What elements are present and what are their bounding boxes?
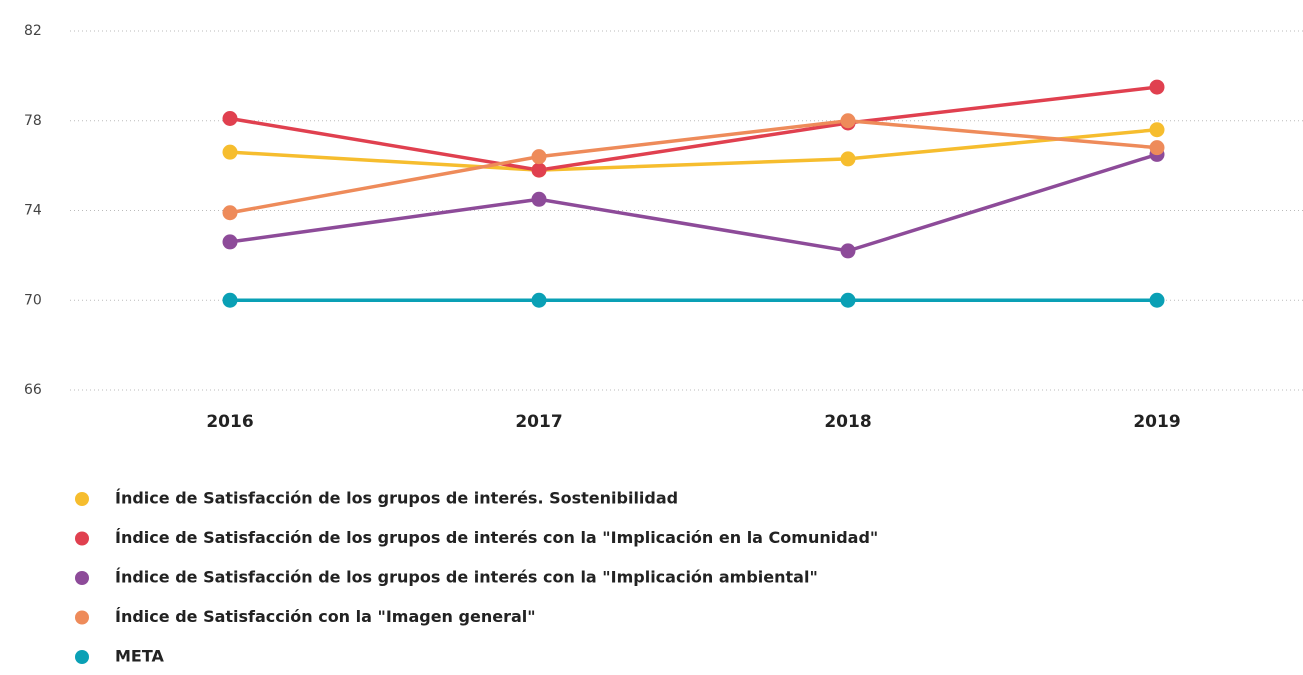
data-point — [222, 205, 238, 221]
series-line — [229, 152, 1158, 253]
series-line — [229, 127, 1158, 172]
data-point — [531, 149, 547, 165]
data-point — [222, 144, 238, 160]
y-tick-label: 74 — [24, 203, 42, 219]
data-point — [1149, 292, 1165, 308]
data-point — [222, 234, 238, 250]
legend-label: META — [115, 647, 165, 666]
y-tick-label: 78 — [24, 113, 42, 129]
y-tick-label: 82 — [24, 23, 42, 39]
data-point — [531, 162, 547, 178]
x-tick-label: 2017 — [515, 412, 562, 432]
legend-marker — [75, 610, 89, 625]
legend-marker — [75, 571, 89, 585]
data-point — [1149, 122, 1165, 138]
data-point — [222, 292, 238, 308]
legend-marker — [75, 492, 89, 506]
x-tick-label: 2019 — [1133, 412, 1180, 432]
data-point — [840, 243, 856, 259]
legend-marker — [75, 531, 89, 546]
data-point — [1149, 79, 1165, 95]
legend-label: Índice de Satisfacción de los grupos de … — [115, 568, 818, 587]
legend-label: Índice de Satisfacción con la "Imagen ge… — [115, 607, 536, 626]
x-tick-label: 2016 — [206, 412, 253, 432]
data-point — [222, 111, 238, 127]
data-point — [531, 292, 547, 308]
series-line — [229, 85, 1158, 172]
y-tick-label: 66 — [24, 382, 42, 398]
data-point — [840, 151, 856, 167]
data-point — [1149, 140, 1165, 156]
x-tick-label: 2018 — [824, 412, 871, 432]
legend-label: Índice de Satisfacción de los grupos de … — [115, 489, 678, 508]
y-tick-label: 70 — [24, 292, 42, 308]
data-point — [840, 113, 856, 129]
legend-label: Índice de Satisfacción de los grupos de … — [115, 528, 878, 547]
legend-marker — [75, 650, 89, 664]
data-point — [840, 292, 856, 308]
series-line — [229, 118, 1158, 215]
data-point — [531, 191, 547, 207]
